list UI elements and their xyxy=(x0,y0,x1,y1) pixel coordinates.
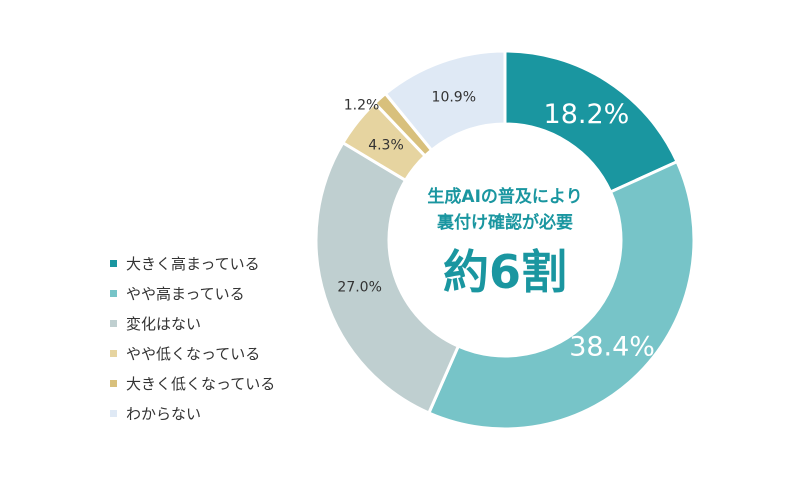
legend-label: 大きく低くなっている xyxy=(126,374,276,393)
legend-label: わからない xyxy=(126,404,202,423)
legend-item-1: 大きく高まっている xyxy=(110,248,275,278)
legend-item-4: やや低くなっている xyxy=(110,338,275,368)
center-text-line-1: 生成AIの普及により xyxy=(427,186,582,207)
legend-swatch xyxy=(110,409,117,417)
center-highlight: 約6割 xyxy=(443,245,567,299)
legend-item-2: やや高まっている xyxy=(110,278,275,308)
legend-label: やや低くなっている xyxy=(126,344,261,363)
slice-value-label-5: 1.2% xyxy=(344,97,380,113)
slice-value-label-2: 38.4% xyxy=(569,331,655,362)
chart-legend: 大きく高まっている やや高まっている 変化はないやや低くなっている 大きく低くなってい… xyxy=(110,248,275,428)
legend-item-6: わからない xyxy=(110,398,275,428)
legend-swatch xyxy=(110,349,117,357)
legend-item-3: 変化はない xyxy=(110,308,275,338)
legend-label: やや高まっている xyxy=(126,284,245,303)
legend-swatch xyxy=(110,319,117,327)
slice-value-label-3: 27.0% xyxy=(337,279,381,295)
donut-slice-6 xyxy=(383,49,507,153)
donut-slices xyxy=(314,49,696,431)
legend-swatch xyxy=(110,259,117,267)
legend-label: 変化はない xyxy=(126,314,202,333)
legend-item-5: 大きく低くなっている xyxy=(110,368,275,398)
slice-value-labels: 18.2% 38.4% 27.0% 4.3% 1.2% 10.9% xyxy=(337,89,655,362)
center-text-line-2: 裏付け確認が必要 xyxy=(436,212,573,233)
legend-swatch xyxy=(110,289,117,297)
legend-swatch xyxy=(110,379,117,387)
legend-label: 大きく高まっている xyxy=(126,254,260,273)
slice-value-label-4: 4.3% xyxy=(368,138,404,154)
slice-value-label-1: 18.2% xyxy=(544,99,630,130)
slice-value-label-6: 10.9% xyxy=(432,89,476,105)
donut-slice-3 xyxy=(314,140,461,415)
donut-slice-2 xyxy=(426,159,696,431)
